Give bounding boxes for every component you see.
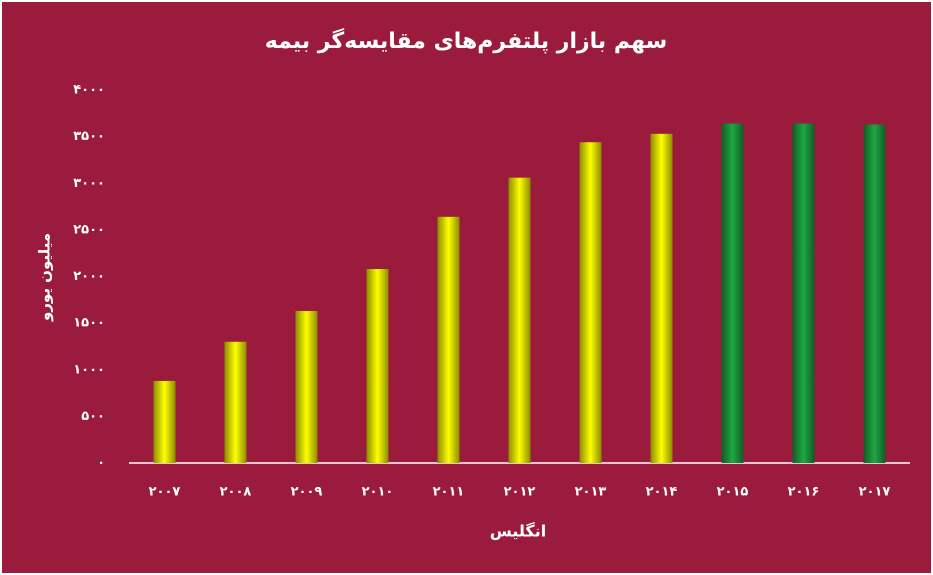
- x-tick-label: ۲۰۰۹: [291, 485, 323, 500]
- y-tick-label: ۲۵۰۰: [73, 222, 105, 237]
- bar: [579, 142, 602, 463]
- bar: [792, 123, 815, 463]
- bar: [366, 269, 389, 463]
- bar: [721, 123, 744, 463]
- x-tick-label: ۲۰۱۰: [362, 485, 394, 500]
- x-tick-label: ۲۰۱۶: [788, 485, 820, 500]
- y-tick-label: ۴۰۰۰: [73, 83, 105, 98]
- x-tick-label: ۲۰۱۲: [504, 485, 536, 500]
- y-tick-label: ۱۰۰۰: [73, 362, 105, 377]
- y-axis-title: میلیون یورو: [36, 233, 54, 322]
- bar: [295, 311, 318, 463]
- x-tick-label: ۲۰۱۷: [859, 485, 891, 500]
- bar: [437, 216, 460, 463]
- y-tick-label: ۳۵۰۰: [73, 129, 105, 144]
- x-tick-label: ۲۰۰۸: [220, 485, 252, 500]
- y-tick-label: ۰: [97, 456, 105, 471]
- y-tick-label: ۵۰۰: [81, 409, 105, 424]
- x-tick-label: ۲۰۱۳: [575, 485, 607, 500]
- y-tick-label: ۳۰۰۰: [73, 176, 105, 191]
- bar: [650, 133, 673, 463]
- bar: [153, 380, 176, 463]
- y-tick-label: ۱۵۰۰: [73, 316, 105, 331]
- x-tick-label: ۲۰۰۷: [149, 485, 181, 500]
- x-axis-title: انگلیس: [490, 522, 546, 541]
- x-tick-label: ۲۰۱۱: [433, 485, 465, 500]
- x-tick-label: ۲۰۱۵: [717, 485, 749, 500]
- bar: [224, 341, 247, 463]
- y-tick-label: ۲۰۰۰: [73, 269, 105, 284]
- bar: [508, 177, 531, 463]
- chart-title: سهم بازار پلتفرم‌های مقایسه‌گر بیمه: [265, 27, 668, 54]
- bar: [863, 124, 886, 463]
- x-tick-label: ۲۰۱۴: [646, 485, 678, 500]
